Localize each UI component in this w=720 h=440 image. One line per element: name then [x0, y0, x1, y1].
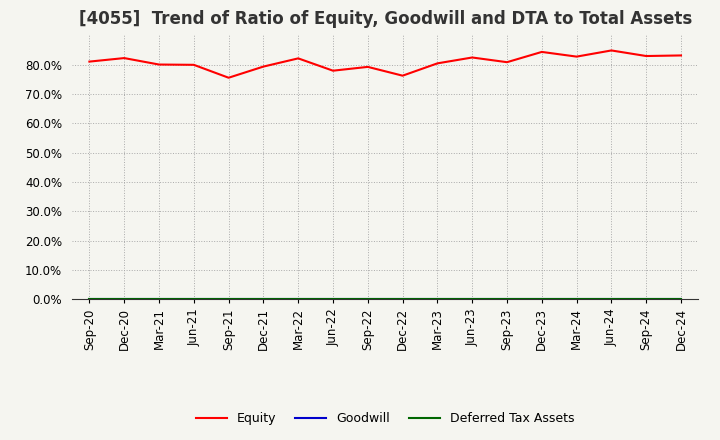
Deferred Tax Assets	[537, 297, 546, 302]
Equity	[677, 53, 685, 58]
Deferred Tax Assets	[607, 297, 616, 302]
Goodwill	[433, 297, 442, 302]
Goodwill	[294, 297, 302, 302]
Equity	[364, 64, 372, 70]
Goodwill	[537, 297, 546, 302]
Goodwill	[364, 297, 372, 302]
Legend: Equity, Goodwill, Deferred Tax Assets: Equity, Goodwill, Deferred Tax Assets	[191, 407, 580, 430]
Line: Equity: Equity	[89, 51, 681, 78]
Goodwill	[468, 297, 477, 302]
Goodwill	[398, 297, 407, 302]
Deferred Tax Assets	[189, 297, 198, 302]
Equity	[537, 49, 546, 55]
Equity	[189, 62, 198, 67]
Equity	[120, 55, 129, 61]
Goodwill	[503, 297, 511, 302]
Deferred Tax Assets	[155, 297, 163, 302]
Equity	[468, 55, 477, 60]
Equity	[328, 68, 337, 73]
Goodwill	[225, 297, 233, 302]
Deferred Tax Assets	[398, 297, 407, 302]
Deferred Tax Assets	[572, 297, 581, 302]
Deferred Tax Assets	[503, 297, 511, 302]
Equity	[433, 61, 442, 66]
Goodwill	[607, 297, 616, 302]
Goodwill	[85, 297, 94, 302]
Goodwill	[677, 297, 685, 302]
Equity	[398, 73, 407, 78]
Equity	[642, 53, 651, 59]
Goodwill	[155, 297, 163, 302]
Equity	[572, 54, 581, 59]
Deferred Tax Assets	[642, 297, 651, 302]
Deferred Tax Assets	[328, 297, 337, 302]
Deferred Tax Assets	[120, 297, 129, 302]
Deferred Tax Assets	[364, 297, 372, 302]
Goodwill	[189, 297, 198, 302]
Goodwill	[572, 297, 581, 302]
Deferred Tax Assets	[468, 297, 477, 302]
Goodwill	[328, 297, 337, 302]
Deferred Tax Assets	[259, 297, 268, 302]
Equity	[225, 75, 233, 81]
Equity	[503, 59, 511, 65]
Goodwill	[259, 297, 268, 302]
Equity	[294, 56, 302, 61]
Goodwill	[120, 297, 129, 302]
Deferred Tax Assets	[85, 297, 94, 302]
Deferred Tax Assets	[677, 297, 685, 302]
Deferred Tax Assets	[433, 297, 442, 302]
Equity	[607, 48, 616, 53]
Equity	[85, 59, 94, 64]
Deferred Tax Assets	[225, 297, 233, 302]
Equity	[155, 62, 163, 67]
Deferred Tax Assets	[294, 297, 302, 302]
Goodwill	[642, 297, 651, 302]
Equity	[259, 64, 268, 69]
Title: [4055]  Trend of Ratio of Equity, Goodwill and DTA to Total Assets: [4055] Trend of Ratio of Equity, Goodwil…	[78, 10, 692, 28]
